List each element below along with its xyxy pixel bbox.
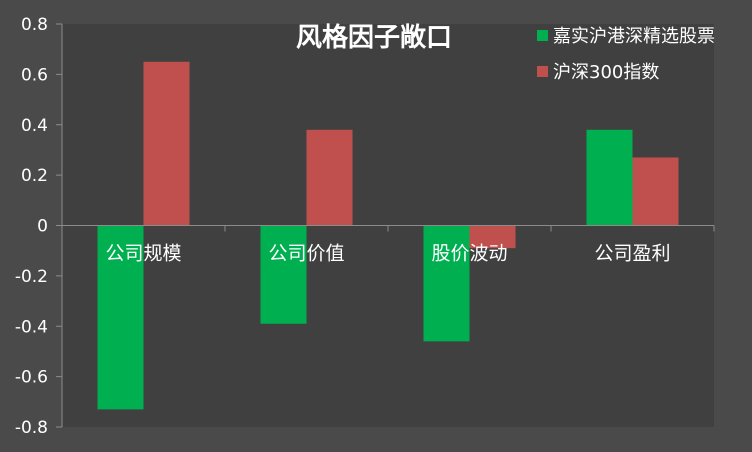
- legend-swatch-series-2: [537, 66, 548, 77]
- bars-layer: [97, 61, 679, 410]
- legend-label-series-2: 沪深300指数: [553, 62, 659, 83]
- y-tick-label: -0.6: [15, 368, 48, 388]
- category-label: 公司盈利: [594, 243, 670, 265]
- bar-series-2: [469, 225, 516, 249]
- y-tick-label: 0.4: [21, 116, 48, 136]
- y-tick-label: 0.8: [21, 15, 48, 35]
- chart-title: 风格因子敞口: [296, 22, 452, 53]
- legend-label-series-1: 嘉实沪港深精选股票: [553, 26, 715, 47]
- bar-series-2: [306, 129, 353, 226]
- y-tick-label: -0.8: [15, 418, 48, 438]
- y-tick-label: 0.2: [21, 166, 48, 186]
- y-tick-label: -0.4: [15, 317, 48, 337]
- bar-series-1: [423, 225, 470, 342]
- axes-layer: [56, 23, 715, 428]
- y-tick-label: 0: [37, 217, 48, 237]
- category-label: 股价波动: [431, 243, 507, 265]
- category-label: 公司规模: [105, 243, 181, 265]
- legend-swatch-series-1: [537, 30, 548, 41]
- y-tick-label: -0.2: [15, 267, 48, 287]
- bar-series-1: [260, 225, 307, 324]
- bar-series-2: [143, 61, 190, 226]
- y-tick-labels: 0.8 0.6 0.4 0.2 0 -0.2 -0.4 -0.6 -0.8: [15, 15, 48, 438]
- y-tick-label: 0.6: [21, 65, 48, 85]
- category-labels: 公司规模 公司价值 股价波动 公司盈利: [105, 243, 670, 265]
- bar-series-2: [632, 157, 679, 226]
- bar-series-1: [97, 225, 144, 410]
- legend: 嘉实沪港深精选股票 沪深300指数: [537, 26, 715, 83]
- bar-series-1: [586, 129, 633, 226]
- category-label: 公司价值: [268, 243, 344, 265]
